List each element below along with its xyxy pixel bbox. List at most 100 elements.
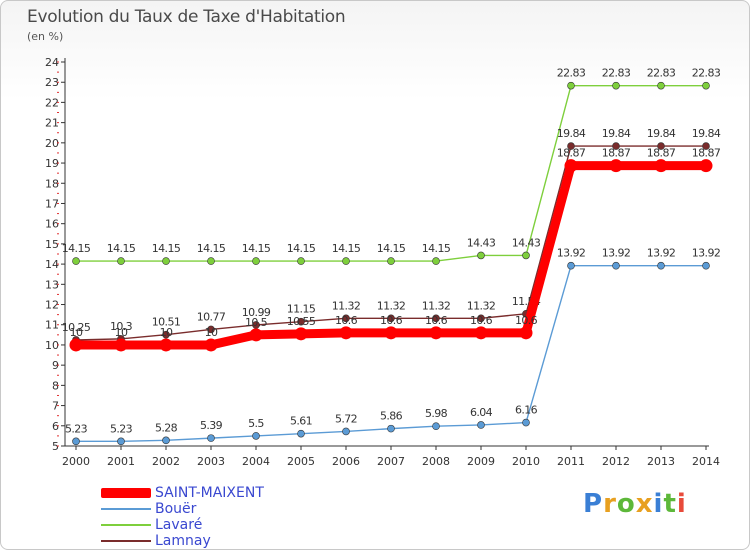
data-point-lamnay	[387, 314, 395, 323]
data-label-bouer: 5.23	[65, 422, 88, 435]
y-tick-label: 7	[52, 400, 59, 413]
data-point-lavare	[297, 257, 305, 265]
data-point-lavare	[342, 257, 350, 265]
data-label-lamnay: 11.32	[467, 299, 496, 312]
data-label-lamnay: 11.32	[377, 299, 406, 312]
y-tick-label: 16	[45, 218, 59, 231]
y-tick-label: 9	[52, 359, 59, 372]
x-tick-label: 2014	[692, 455, 720, 468]
data-label-saint-maixent: 10.55	[287, 315, 316, 328]
data-label-bouer: 13.92	[557, 247, 586, 260]
data-point-lamnay	[297, 317, 305, 326]
data-label-lamnay: 10.3	[110, 320, 133, 333]
data-point-saint-maixent	[429, 326, 443, 340]
data-point-lavare	[117, 257, 125, 265]
data-point-lamnay	[432, 314, 440, 323]
data-label-lavare: 14.15	[62, 242, 91, 255]
data-label-lavare: 22.83	[602, 67, 631, 80]
data-point-saint-maixent	[654, 159, 668, 173]
data-label-bouer: 5.5	[248, 417, 264, 430]
data-label-lamnay: 10.77	[197, 310, 226, 323]
y-tick-label: 6	[52, 420, 59, 433]
legend-label-saint-maixent: SAINT-MAIXENT	[155, 485, 264, 501]
data-point-bouer	[522, 418, 530, 427]
legend-item-lamnay: Lamnay	[101, 533, 301, 549]
data-point-lavare	[702, 81, 710, 90]
logo-letter: x	[635, 489, 654, 519]
data-point-saint-maixent	[114, 338, 128, 352]
data-point-bouer	[342, 427, 350, 436]
data-point-lamnay	[612, 142, 620, 150]
data-label-lamnay: 19.84	[692, 127, 721, 140]
chart-legend: SAINT-MAIXENT Bouër Lavaré Lamnay	[101, 485, 301, 549]
data-point-lamnay	[207, 325, 215, 334]
legend-label-lamnay: Lamnay	[155, 533, 211, 549]
data-label-saint-maixent: 10	[115, 326, 128, 339]
data-point-bouer	[387, 424, 395, 433]
data-label-bouer: 5.23	[110, 422, 133, 435]
data-label-bouer: 6.04	[470, 406, 493, 419]
data-point-lavare	[432, 257, 440, 265]
y-tick-label: 19	[45, 157, 59, 170]
data-point-bouer	[162, 436, 170, 445]
data-label-lamnay: 10.25	[62, 321, 91, 334]
y-tick-label: 23	[45, 76, 59, 89]
data-label-saint-maixent: 10.5	[245, 316, 268, 329]
data-label-lamnay: 19.84	[557, 127, 586, 140]
data-label-lavare: 14.15	[242, 242, 271, 255]
logo-letter: t	[663, 489, 677, 519]
data-label-bouer: 5.61	[290, 415, 312, 428]
data-label-lavare: 14.43	[467, 236, 496, 249]
y-tick-label: 5	[52, 440, 59, 453]
logo-letter: o	[616, 489, 636, 519]
data-label-lamnay: 11.32	[332, 299, 361, 312]
data-label-bouer: 6.16	[515, 404, 538, 417]
data-point-saint-maixent	[564, 159, 578, 173]
data-point-lavare	[162, 257, 170, 265]
data-point-saint-maixent	[204, 338, 218, 352]
data-point-bouer	[117, 437, 125, 446]
data-point-bouer	[702, 261, 710, 270]
x-tick-label: 2001	[107, 455, 135, 468]
data-point-saint-maixent	[474, 326, 488, 340]
y-axis-unit-label: (en %)	[27, 30, 64, 43]
data-label-saint-maixent: 18.87	[557, 147, 586, 160]
x-tick-label: 2012	[602, 455, 630, 468]
data-point-lavare	[657, 81, 665, 90]
data-label-lamnay: 11.32	[422, 299, 451, 312]
x-tick-label: 2002	[152, 455, 180, 468]
x-tick-label: 2009	[467, 455, 495, 468]
x-tick-label: 2008	[422, 455, 450, 468]
y-tick-label: 13	[45, 278, 59, 291]
data-label-saint-maixent: 10	[205, 326, 218, 339]
data-point-saint-maixent	[384, 326, 398, 340]
legend-item-bouer: Bouër	[101, 501, 301, 518]
y-tick-label: 8	[52, 379, 59, 392]
y-tick-label: 12	[45, 299, 59, 312]
logo-letter: i	[653, 489, 664, 519]
data-point-bouer	[72, 437, 80, 446]
data-point-saint-maixent	[159, 338, 173, 352]
legend-item-lavare: Lavaré	[101, 517, 301, 534]
data-point-bouer	[477, 421, 485, 429]
y-tick-label: 18	[45, 177, 59, 190]
data-point-lavare	[522, 251, 530, 260]
data-point-lamnay	[702, 142, 710, 150]
data-label-lavare: 22.83	[647, 67, 676, 80]
y-tick-label: 14	[45, 258, 59, 271]
data-label-lavare: 14.15	[197, 242, 226, 255]
data-label-saint-maixent: 10.6	[515, 314, 538, 327]
data-label-lamnay: 19.84	[602, 127, 631, 140]
data-label-lavare: 14.15	[377, 242, 406, 255]
x-tick-label: 2010	[512, 455, 540, 468]
data-point-bouer	[432, 422, 440, 430]
x-tick-label: 2006	[332, 455, 360, 468]
data-point-lamnay	[162, 330, 170, 339]
data-label-lavare: 14.43	[512, 236, 541, 249]
logo-letter: P	[583, 489, 604, 519]
data-label-saint-maixent: 10.6	[335, 314, 358, 327]
data-point-lavare	[72, 257, 80, 265]
data-point-saint-maixent	[339, 326, 353, 340]
legend-label-lavare: Lavaré	[155, 517, 203, 533]
